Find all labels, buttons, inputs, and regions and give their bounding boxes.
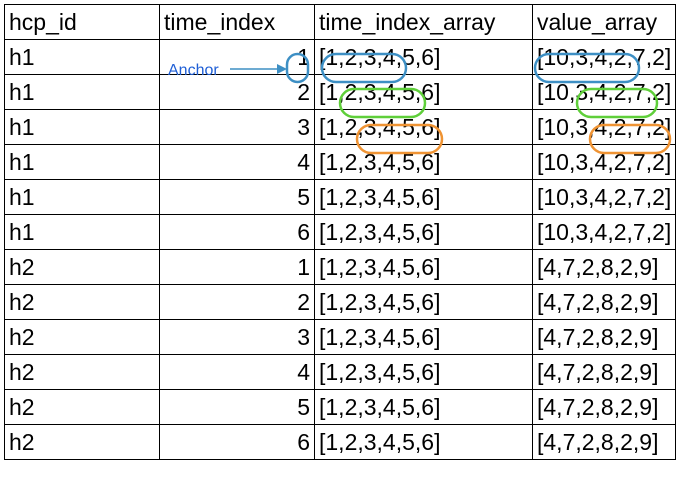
table-row: h2 3 [1,2,3,4,5,6] [4,7,2,8,2,9] (4, 319, 677, 355)
table-row: h2 2 [1,2,3,4,5,6] [4,7,2,8,2,9] (4, 284, 677, 320)
cell-time-index: 4 (159, 144, 315, 180)
table-row: h2 6 [1,2,3,4,5,6] [4,7,2,8,2,9] (4, 424, 677, 460)
table-row: h1 3 [1,2,3,4,5,6] [10,3,4,2,7,2] (4, 109, 677, 145)
cell-time-index-array: [1,2,3,4,5,6] (314, 319, 533, 355)
cell-hcp-id: h2 (4, 319, 160, 355)
cell-time-index-array: [1,2,3,4,5,6] (314, 354, 533, 390)
cell-time-index-array: [1,2,3,4,5,6] (314, 249, 533, 285)
cell-time-index-array: [1,2,3,4,5,6] (314, 424, 533, 460)
header-value-array: value_array (531, 4, 677, 40)
cell-time-index-array: [1,2,3,4,5,6] (314, 389, 533, 425)
cell-hcp-id: h1 (4, 214, 160, 250)
cell-time-index-array: [1,2,3,4,5,6] (314, 109, 533, 145)
cell-hcp-id: h2 (4, 284, 160, 320)
cell-time-index: 1 (159, 39, 315, 75)
cell-hcp-id: h1 (4, 179, 160, 215)
cell-hcp-id: h1 (4, 144, 160, 180)
table-row: h1 2 [1,2,3,4,5,6] [10,3,4,2,7,2] (4, 74, 677, 110)
cell-time-index: 5 (159, 389, 315, 425)
table-row: h1 4 [1,2,3,4,5,6] [10,3,4,2,7,2] (4, 144, 677, 180)
cell-hcp-id: h2 (4, 389, 160, 425)
cell-value-array: [4,7,2,8,2,9] (531, 249, 677, 285)
cell-time-index-array: [1,2,3,4,5,6] (314, 39, 533, 75)
cell-time-index: 3 (159, 109, 315, 145)
cell-time-index-array: [1,2,3,4,5,6] (314, 214, 533, 250)
cell-value-array: [4,7,2,8,2,9] (531, 424, 677, 460)
cell-time-index-array: [1,2,3,4,5,6] (314, 144, 533, 180)
cell-value-array: [10,3,4,2,7,2] (531, 214, 677, 250)
cell-value-array: [10,3,4,2,7,2] (531, 39, 677, 75)
cell-time-index: 5 (159, 179, 315, 215)
cell-time-index: 2 (159, 74, 315, 110)
header-time-index: time_index (159, 4, 315, 40)
cell-value-array: [10,3,4,2,7,2] (531, 179, 677, 215)
cell-value-array: [4,7,2,8,2,9] (531, 389, 677, 425)
cell-hcp-id: h2 (4, 354, 160, 390)
cell-time-index: 2 (159, 284, 315, 320)
table-row: h2 1 [1,2,3,4,5,6] [4,7,2,8,2,9] (4, 249, 677, 285)
cell-hcp-id: h1 (4, 109, 160, 145)
table-row: h1 1 [1,2,3,4,5,6] [10,3,4,2,7,2] (4, 39, 677, 75)
cell-value-array: [4,7,2,8,2,9] (531, 354, 677, 390)
cell-time-index-array: [1,2,3,4,5,6] (314, 284, 533, 320)
cell-value-array: [10,3,4,2,7,2] (531, 74, 677, 110)
cell-time-index: 1 (159, 249, 315, 285)
header-time-index-array: time_index_array (314, 4, 533, 40)
cell-value-array: [4,7,2,8,2,9] (531, 319, 677, 355)
header-hcp-id: hcp_id (4, 4, 160, 40)
table-row: h1 5 [1,2,3,4,5,6] [10,3,4,2,7,2] (4, 179, 677, 215)
cell-time-index: 4 (159, 354, 315, 390)
cell-time-index: 6 (159, 214, 315, 250)
cell-time-index: 3 (159, 319, 315, 355)
cell-value-array: [10,3,4,2,7,2] (531, 144, 677, 180)
table-row: h1 6 [1,2,3,4,5,6] [10,3,4,2,7,2] (4, 214, 677, 250)
cell-time-index: 6 (159, 424, 315, 460)
cell-hcp-id: h1 (4, 74, 160, 110)
cell-time-index-array: [1,2,3,4,5,6] (314, 179, 533, 215)
cell-hcp-id: h2 (4, 249, 160, 285)
table-row: h2 5 [1,2,3,4,5,6] [4,7,2,8,2,9] (4, 389, 677, 425)
cell-value-array: [4,7,2,8,2,9] (531, 284, 677, 320)
data-table: hcp_id time_index time_index_array value… (4, 4, 677, 460)
cell-hcp-id: h1 (4, 39, 160, 75)
cell-value-array: [10,3,4,2,7,2] (531, 109, 677, 145)
cell-hcp-id: h2 (4, 424, 160, 460)
table-row: h2 4 [1,2,3,4,5,6] [4,7,2,8,2,9] (4, 354, 677, 390)
header-row: hcp_id time_index time_index_array value… (4, 4, 677, 40)
cell-time-index-array: [1,2,3,4,5,6] (314, 74, 533, 110)
